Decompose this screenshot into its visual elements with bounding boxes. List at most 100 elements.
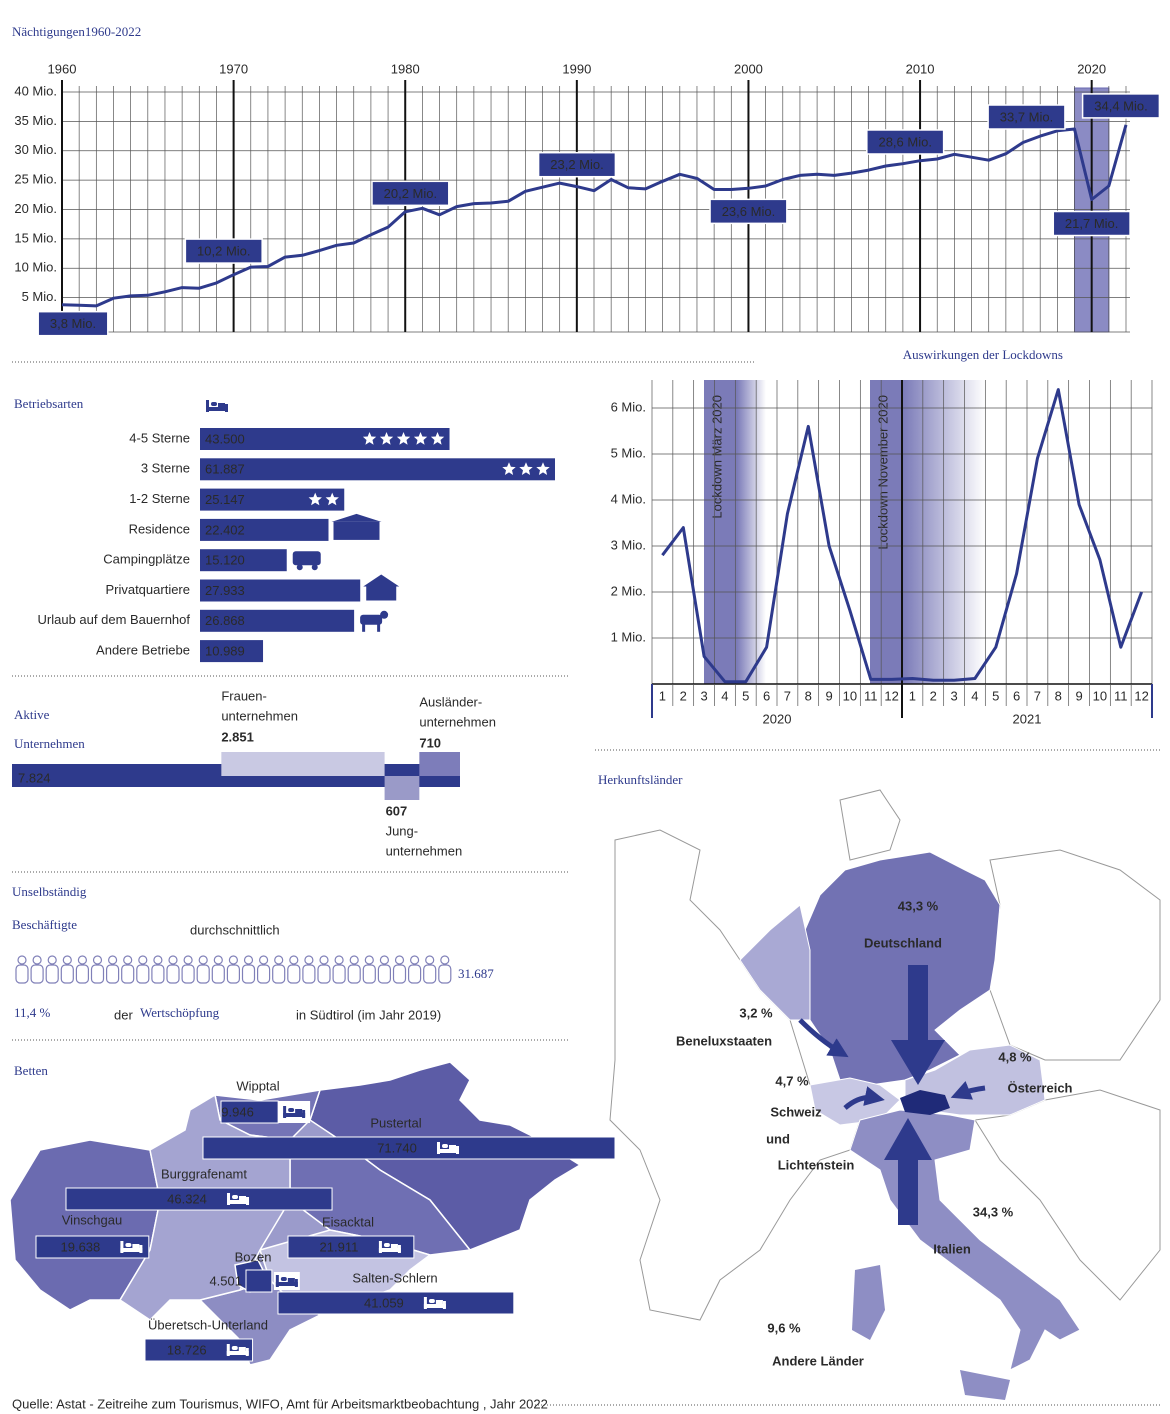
x-tick-label: 6	[1013, 688, 1020, 703]
segment-name: unternehmen	[419, 714, 496, 729]
icon	[442, 1144, 448, 1148]
segment-name: Frauen-	[221, 688, 267, 703]
bar	[200, 428, 450, 450]
bar	[200, 549, 287, 572]
x-tick-label: 11	[1114, 688, 1128, 703]
segment-name: Ausländer-	[419, 694, 482, 709]
lockdown-band	[870, 380, 903, 684]
data-label: 4.501	[209, 1273, 242, 1288]
icon	[364, 955, 374, 965]
segment-name: unternehmen	[221, 708, 298, 723]
icon	[92, 955, 103, 965]
icon	[347, 964, 361, 984]
country-share: 9,6 %	[767, 1320, 801, 1335]
x-tick-label: 8	[1055, 688, 1062, 703]
icon	[396, 432, 411, 445]
icon	[17, 955, 27, 965]
line	[61, 124, 1128, 308]
y-tick-label: 5 Mio.	[611, 445, 646, 460]
y-tick-label: 10 Mio.	[14, 260, 57, 275]
icon	[332, 964, 346, 984]
icon	[132, 1244, 140, 1248]
icon	[231, 1346, 238, 1350]
icon	[423, 1297, 427, 1309]
icon	[362, 432, 377, 445]
lockdown-band	[704, 380, 737, 684]
y-tick-label: 2 Mio.	[611, 583, 646, 598]
share-text: der	[114, 1007, 133, 1022]
chart-title: Aktive	[14, 707, 50, 722]
icon	[77, 955, 88, 965]
icon	[125, 1243, 132, 1247]
icon	[90, 964, 105, 984]
section-title: Beschäftigte	[12, 917, 77, 932]
bar	[200, 488, 345, 511]
y-tick-label: 35 Mio.	[14, 113, 57, 128]
bar	[200, 609, 355, 632]
y-tick-label: 3 Mio.	[611, 537, 646, 552]
data-label: 20,2 Mio.	[384, 186, 437, 201]
icon-bg	[278, 1101, 311, 1123]
label-box	[709, 198, 788, 225]
chart-title: Unternehmen	[14, 736, 85, 751]
country-name: Schweiz	[770, 1104, 822, 1119]
icon	[287, 1278, 295, 1282]
data-label: 71.740	[377, 1140, 417, 1155]
icon	[362, 623, 366, 632]
y-tick-label: 30 Mio.	[14, 142, 57, 157]
chart-title: Betten	[14, 1063, 48, 1078]
data-label: 21,7 Mio.	[1065, 216, 1118, 231]
data-label: 61.887	[205, 462, 245, 477]
icon	[283, 1113, 306, 1117]
x-tick-label: 10	[843, 688, 857, 703]
icon	[139, 1245, 143, 1253]
icon	[15, 964, 29, 984]
lockdown-band	[737, 380, 766, 684]
icon	[153, 955, 163, 965]
bar	[245, 1269, 273, 1293]
icon	[430, 432, 445, 445]
icon	[275, 1275, 279, 1287]
icon	[62, 955, 72, 965]
icon	[206, 400, 209, 412]
icon	[105, 964, 120, 984]
y-tick-label: 5 Mio.	[22, 289, 57, 304]
icon	[304, 955, 314, 965]
country-share: 3,2 %	[739, 1005, 773, 1020]
icon	[228, 955, 238, 965]
data-label: 34,4 Mio.	[1094, 98, 1147, 113]
icon	[225, 404, 228, 412]
country-name: Italien	[933, 1241, 971, 1256]
icon	[47, 955, 57, 965]
country-share: 43,3 %	[898, 898, 939, 913]
icon	[440, 955, 450, 965]
segment-name: Jung-	[386, 823, 419, 838]
icon	[218, 403, 225, 407]
group-label: 2021	[1013, 711, 1042, 726]
icon	[378, 1248, 401, 1252]
icon	[536, 462, 550, 475]
segment-name: unternehmen	[386, 843, 463, 858]
region-label: Vinschgau	[62, 1212, 122, 1227]
icon	[311, 564, 318, 571]
x-tick-label: 2	[680, 688, 687, 703]
data-label: 710	[419, 735, 441, 750]
data-label: 3,8 Mio.	[50, 316, 96, 331]
icon	[302, 964, 316, 984]
icon	[438, 964, 452, 984]
bar	[287, 1235, 415, 1259]
icon	[259, 955, 269, 965]
y-tick-label: 25 Mio.	[14, 172, 57, 187]
category-label: 4-5 Sterne	[129, 430, 190, 445]
region-label: Pustertal	[370, 1115, 421, 1130]
x-tick-label: 5	[742, 688, 749, 703]
x-tick-label: 9	[825, 688, 832, 703]
icon	[442, 1301, 446, 1309]
label-box	[184, 238, 263, 264]
data-label: 15.120	[205, 553, 245, 568]
icon	[75, 964, 90, 984]
share-text: in Südtirol (im Jahr 2019)	[296, 1007, 441, 1022]
icon	[423, 964, 437, 984]
x-tick-label: 4	[721, 688, 728, 703]
region-label: Bozen	[235, 1249, 272, 1264]
